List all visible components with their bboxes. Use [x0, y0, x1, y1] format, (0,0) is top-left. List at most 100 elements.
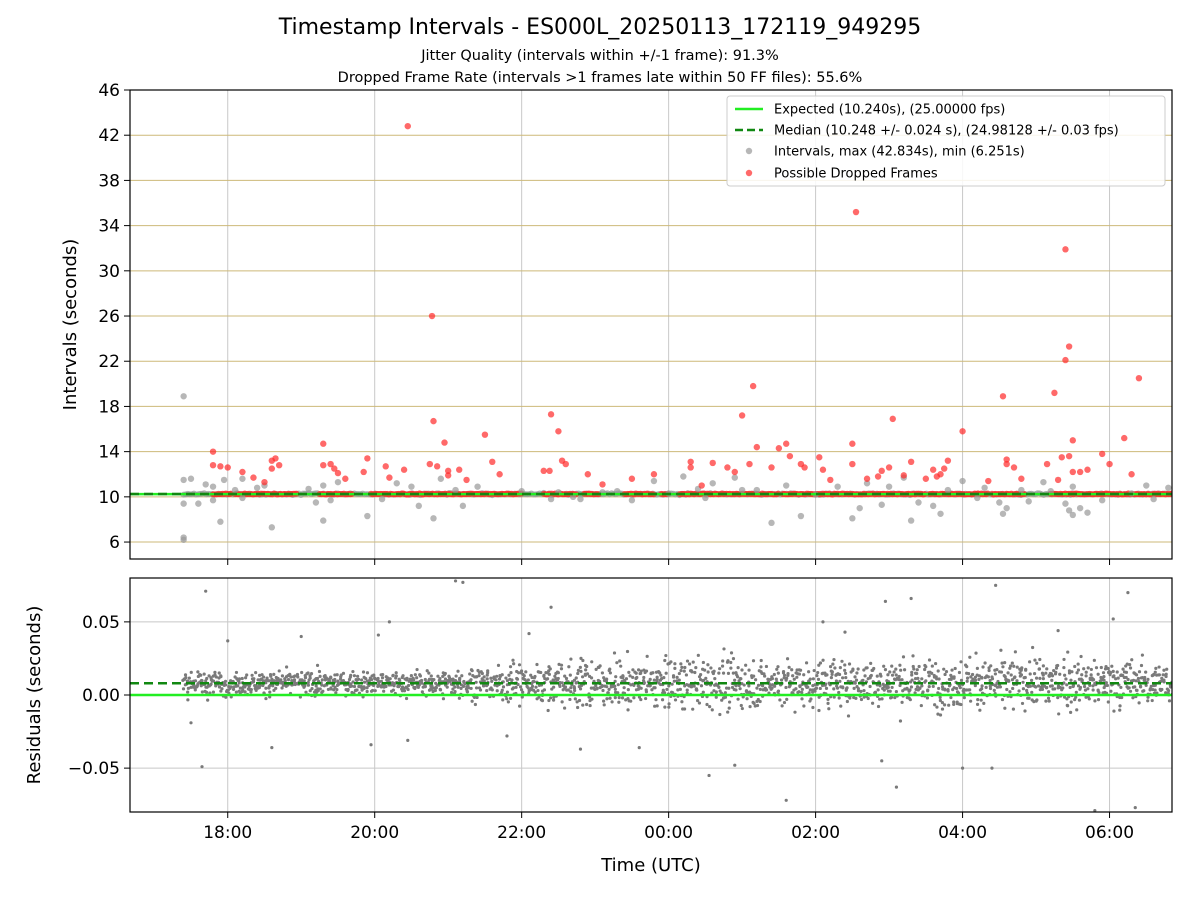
- residual-point: [346, 688, 350, 693]
- residual-point: [745, 697, 749, 701]
- residual-point: [1035, 661, 1039, 665]
- residual-point: [234, 670, 239, 675]
- residual-point: [504, 676, 508, 680]
- residual-point: [423, 684, 427, 688]
- dropped-frame-point: [1003, 460, 1010, 468]
- residual-point: [802, 704, 806, 708]
- dropped-frame-point: [738, 412, 746, 419]
- dropped-frame-point: [941, 465, 948, 472]
- residual-point: [501, 685, 506, 689]
- residual-point: [655, 704, 659, 708]
- residual-point: [898, 719, 903, 723]
- residual-point: [740, 668, 744, 672]
- residual-point: [931, 684, 935, 689]
- residual-point: [999, 648, 1003, 652]
- residual-point: [1119, 685, 1123, 690]
- residual-point: [560, 700, 564, 704]
- residual-point: [355, 688, 359, 692]
- residual-point: [515, 677, 520, 681]
- residual-point: [1109, 689, 1113, 693]
- residual-point: [748, 705, 752, 709]
- residual-point: [691, 707, 695, 711]
- residual-point: [394, 671, 398, 675]
- residual-point: [234, 690, 238, 694]
- residual-point: [935, 705, 939, 709]
- residual-point: [824, 686, 829, 690]
- residual-point: [775, 667, 779, 671]
- dropped-frame-point: [444, 467, 452, 475]
- residual-point: [787, 665, 791, 669]
- residual-point: [726, 710, 730, 714]
- residual-point: [1010, 661, 1014, 665]
- residual-point: [798, 668, 803, 672]
- interval-point: [268, 524, 276, 531]
- residual-point: [1011, 707, 1016, 711]
- residual-point: [251, 679, 256, 683]
- residual-point: [477, 674, 481, 678]
- residual-point: [862, 689, 866, 693]
- residual-point: [898, 683, 902, 688]
- dropped-frame-point: [1121, 434, 1128, 442]
- residual-point: [791, 674, 795, 678]
- residual-point: [518, 685, 523, 689]
- residual-point: [209, 682, 213, 686]
- bottom-xtick-label: 22:00: [497, 823, 546, 843]
- residual-point: [673, 666, 677, 670]
- residual-point: [536, 688, 540, 693]
- dropped-frame-point: [496, 471, 503, 478]
- residual-point: [714, 695, 718, 699]
- residual-point: [616, 683, 620, 687]
- residual-point: [897, 674, 901, 679]
- residual-point: [913, 691, 917, 695]
- dropped-frame-point: [1069, 437, 1076, 444]
- residual-point: [443, 677, 448, 681]
- residual-point: [581, 658, 585, 663]
- residual-point: [356, 677, 361, 681]
- residual-point: [449, 690, 454, 695]
- residual-point: [812, 668, 816, 673]
- residual-point: [1131, 678, 1136, 682]
- residual-point: [310, 686, 314, 691]
- residual-point: [983, 661, 987, 665]
- residual-point: [577, 698, 582, 703]
- residual-point: [1069, 700, 1073, 704]
- residual-point: [189, 721, 193, 725]
- legend-label: Median (10.248 +/- 0.024 s), (24.98128 +…: [774, 124, 1119, 139]
- residual-point: [644, 696, 648, 701]
- residual-point: [552, 695, 556, 699]
- dropped-frame-point: [937, 471, 944, 478]
- residual-point: [677, 671, 681, 676]
- residual-point: [454, 674, 458, 678]
- residual-point: [691, 660, 695, 664]
- residual-point: [354, 678, 358, 682]
- residual-point: [636, 668, 641, 672]
- residual-point: [890, 673, 895, 677]
- residual-point: [1035, 698, 1039, 702]
- residual-point: [936, 712, 940, 716]
- residual-point: [890, 685, 894, 690]
- residual-point: [267, 679, 271, 683]
- residual-point: [1146, 677, 1150, 681]
- residual-point: [1044, 671, 1048, 675]
- residual-point: [938, 695, 942, 699]
- residual-point: [848, 696, 852, 700]
- residual-point: [682, 669, 686, 673]
- residual-point: [1063, 673, 1067, 677]
- residual-point: [784, 798, 788, 802]
- residual-point: [1077, 698, 1082, 702]
- residual-point: [557, 662, 561, 666]
- residual-point: [186, 686, 190, 690]
- residual-point: [652, 678, 656, 682]
- residual-point: [853, 681, 857, 685]
- residual-point: [549, 605, 553, 609]
- residual-point: [634, 671, 638, 675]
- residual-point: [918, 686, 922, 690]
- legend-intervals-swatch: [745, 147, 753, 155]
- residual-point: [1096, 698, 1101, 702]
- residual-point: [1069, 678, 1073, 682]
- residual-point: [908, 698, 912, 702]
- residual-point: [925, 696, 930, 700]
- residual-point: [987, 668, 991, 673]
- residual-point: [1167, 699, 1172, 703]
- residual-point: [362, 686, 366, 691]
